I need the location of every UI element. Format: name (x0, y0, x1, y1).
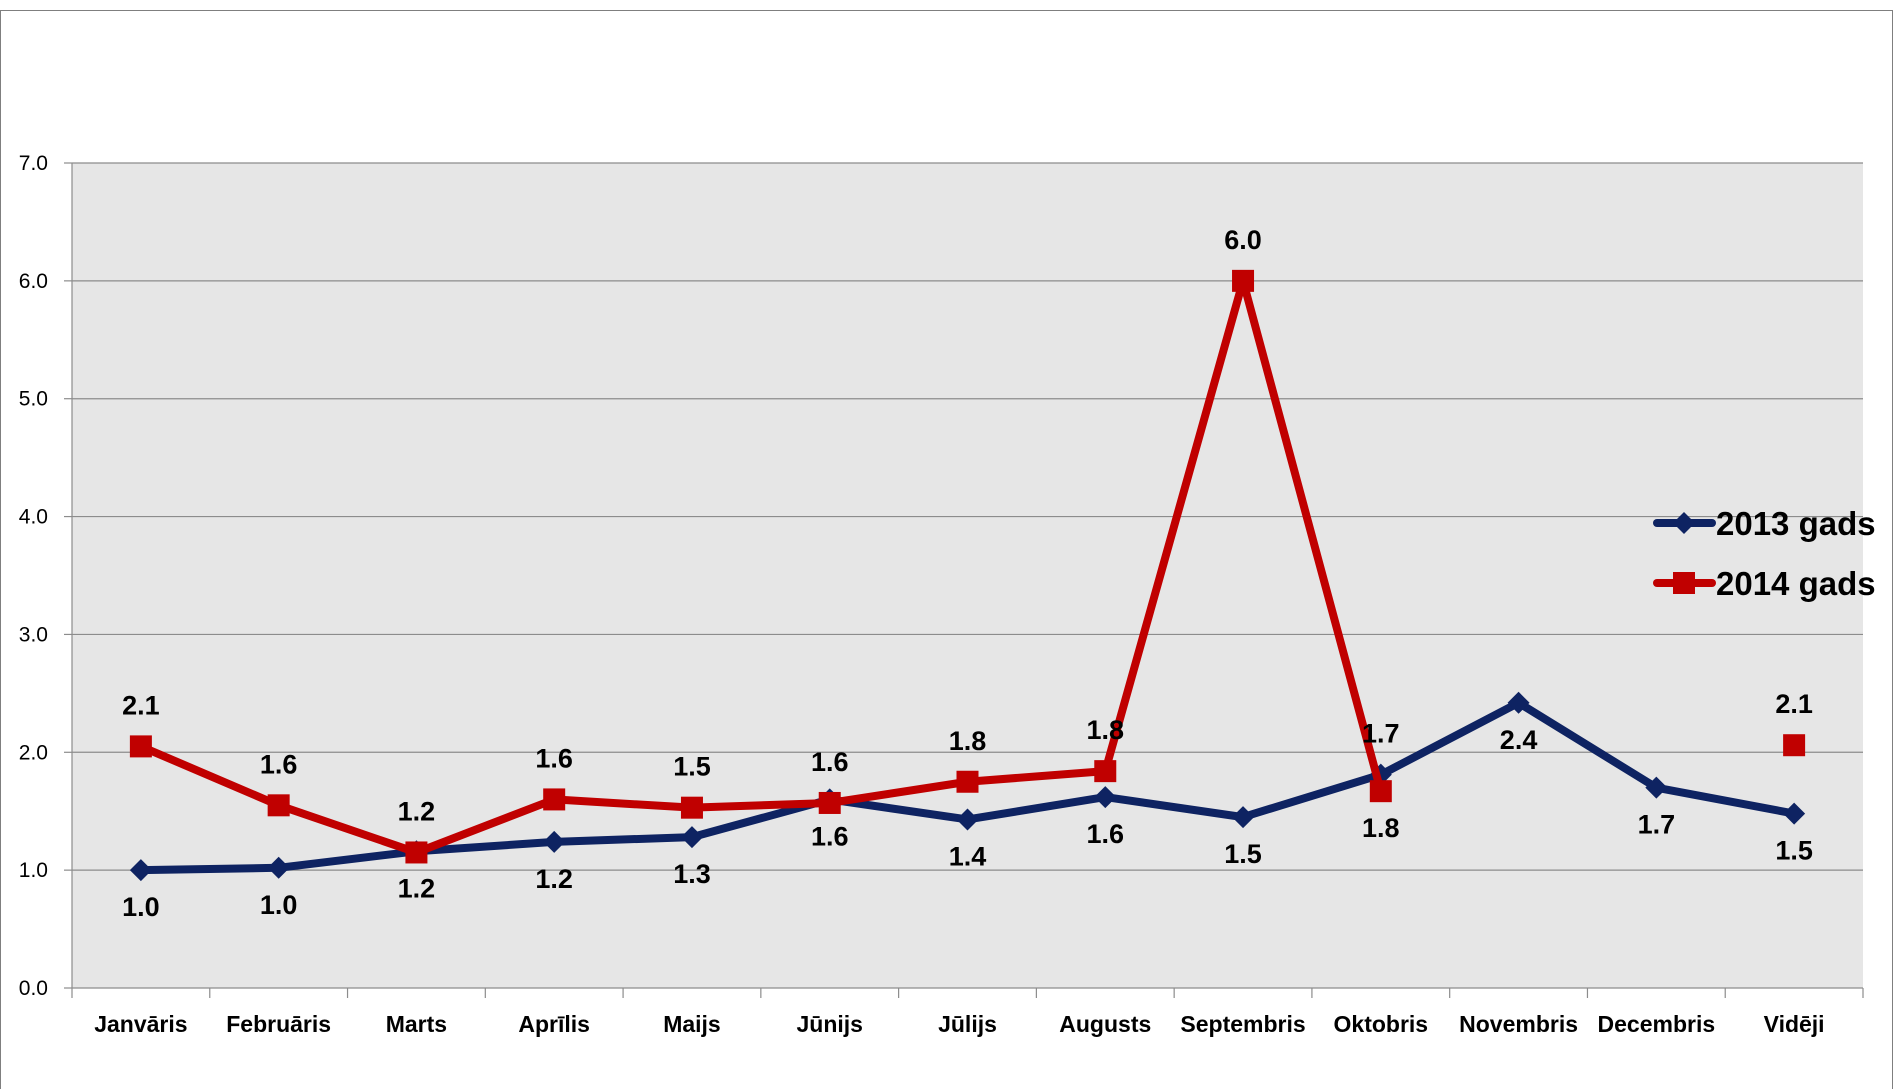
data-label: 6.0 (1224, 225, 1262, 255)
data-label: 1.8 (1362, 813, 1400, 843)
data-point (956, 770, 979, 793)
axes (71, 163, 1863, 989)
data-label: 1.6 (811, 747, 849, 777)
chart-frame (0, 10, 1893, 1089)
data-label: 1.0 (260, 890, 298, 920)
x-tick-label: Janvāris (94, 1011, 187, 1037)
x-tick-label: Aprīlis (518, 1011, 590, 1037)
data-label: 1.8 (1086, 715, 1124, 745)
data-label: 1.6 (535, 743, 573, 773)
x-tick-label: Septembris (1180, 1011, 1305, 1037)
x-tick-label: Februāris (226, 1011, 331, 1037)
data-point (1507, 691, 1530, 714)
x-tick-label: Augusts (1059, 1011, 1151, 1037)
y-tick-label: 5.0 (19, 388, 48, 411)
data-point (1094, 786, 1117, 809)
data-point (1369, 780, 1392, 803)
data-label: 2.1 (122, 690, 160, 720)
data-label: 1.8 (949, 726, 987, 756)
x-tick-label: Jūnijs (796, 1011, 862, 1037)
data-point (1783, 734, 1806, 757)
data-point (543, 788, 566, 811)
data-label: 1.2 (398, 796, 436, 826)
y-tick-label: 7.0 (19, 152, 48, 175)
y-tick-label: 6.0 (19, 270, 48, 293)
data-point (680, 796, 703, 819)
data-point (405, 841, 428, 864)
data-point (680, 826, 703, 849)
data-label: 1.7 (1362, 719, 1400, 749)
legend-item-1: 2013 gads (1653, 505, 1876, 542)
data-point (129, 859, 152, 882)
gridlines (72, 162, 1863, 871)
data-labels: 1.0 1.0 1.2 1.2 1.3 1.6 1.4 1.6 1.5 1.7 2.4 1.7 1.5 2… (122, 225, 1813, 922)
data-point (1232, 806, 1255, 829)
data-point (818, 791, 841, 814)
data-point (267, 794, 290, 817)
x-tick-label: Oktobris (1334, 1011, 1429, 1037)
data-label: 1.7 (1638, 810, 1676, 840)
y-tick-label: 4.0 (19, 506, 48, 529)
x-tick-label: Decembris (1598, 1011, 1716, 1037)
x-tick-label: Marts (386, 1011, 447, 1037)
data-label: 1.2 (535, 864, 573, 894)
data-point (1094, 760, 1117, 783)
data-label: 1.5 (673, 752, 711, 782)
data-label: 1.2 (398, 873, 436, 903)
y-axis-ticks: 0.0 1.0 2.0 3.0 4.0 5.0 6.0 7.0 (19, 152, 72, 1000)
legend-marker (1673, 512, 1695, 534)
data-label: 1.0 (122, 892, 160, 922)
y-tick-label: 2.0 (19, 741, 48, 764)
x-axis-ticks: Janvāris Februāris Marts Aprīlis Maijs Jūnijs… (71, 988, 1864, 1037)
legend: 2013 gads 2014 gads (1653, 505, 1876, 602)
legend-item-2: 2014 gads (1653, 565, 1876, 602)
data-label: 1.5 (1224, 839, 1262, 869)
data-point (267, 856, 290, 879)
data-point (1645, 776, 1668, 799)
series-line (136, 276, 1385, 857)
y-tick-label: 0.0 (19, 977, 48, 1000)
legend-marker (1673, 572, 1695, 594)
data-label: 1.6 (1086, 819, 1124, 849)
data-label: 1.4 (949, 841, 987, 871)
data-label: 1.3 (673, 859, 711, 889)
data-point (129, 735, 152, 758)
y-tick-label: 3.0 (19, 623, 48, 646)
data-label: 2.4 (1500, 725, 1538, 755)
x-tick-label: Vidēji (1764, 1011, 1825, 1037)
data-label: 1.6 (260, 749, 298, 779)
legend-label: 2013 gads (1716, 505, 1876, 542)
x-tick-label: Novembris (1459, 1011, 1578, 1037)
x-tick-label: Jūlijs (938, 1011, 997, 1037)
x-tick-label: Maijs (663, 1011, 721, 1037)
y-tick-label: 1.0 (19, 859, 48, 882)
plot-area (72, 163, 1863, 988)
series-2 (129, 269, 1806, 864)
data-point (1232, 269, 1255, 292)
data-label: 1.5 (1775, 836, 1813, 866)
legend-label: 2014 gads (1716, 565, 1876, 602)
data-point (956, 808, 979, 831)
data-point (543, 830, 566, 853)
data-point (1783, 802, 1806, 825)
data-label: 2.1 (1775, 689, 1813, 719)
data-label: 1.6 (811, 821, 849, 851)
series-group (129, 269, 1806, 882)
